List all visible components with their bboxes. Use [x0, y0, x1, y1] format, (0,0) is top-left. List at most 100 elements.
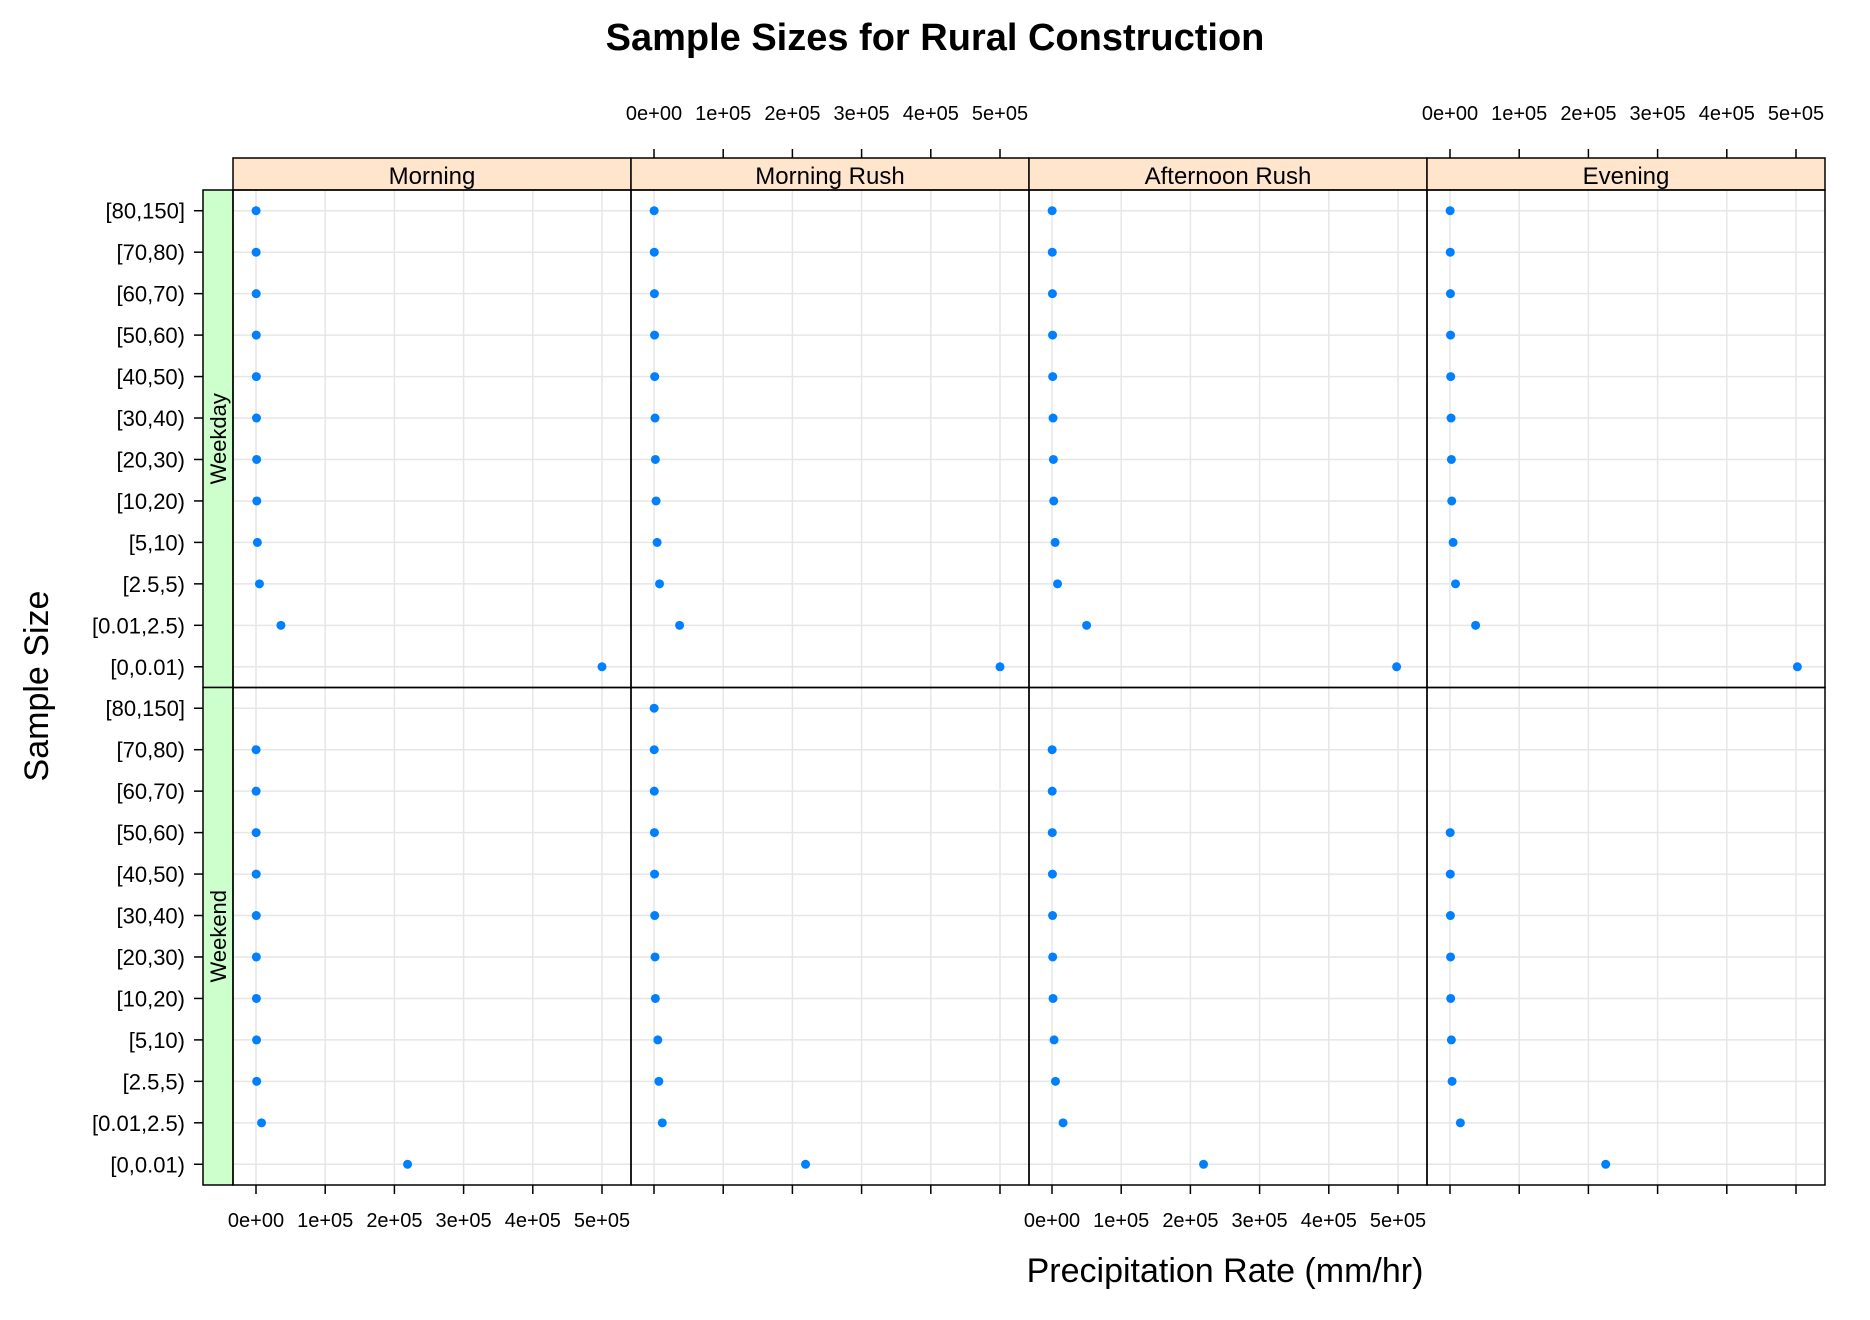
- strip-evening: [1426, 157, 1826, 191]
- x-tick-label: 1e+05: [1093, 1210, 1149, 1232]
- point-layer: [251, 206, 1802, 1169]
- data-point: [801, 1159, 811, 1169]
- data-point: [650, 869, 660, 879]
- panel-frame: [630, 189, 1030, 689]
- panel-frame: [1426, 686, 1826, 1186]
- data-point: [1392, 662, 1402, 672]
- data-point: [650, 330, 660, 340]
- x-tick-label: 4e+05: [1301, 1210, 1357, 1232]
- data-point: [252, 496, 262, 506]
- x-tick-label: 0e+00: [1024, 1210, 1080, 1232]
- data-point: [1047, 247, 1057, 257]
- data-point: [403, 1159, 413, 1169]
- x-tick-label-top: 0e+00: [626, 103, 682, 125]
- data-point: [1471, 620, 1481, 630]
- data-point: [251, 993, 261, 1003]
- x-tick-label: 1e+05: [297, 1210, 353, 1232]
- x-tick-label-top: 0e+00: [1422, 103, 1478, 125]
- data-point: [1050, 1076, 1060, 1086]
- data-point: [1445, 911, 1455, 921]
- panel-frame: [232, 189, 632, 689]
- data-point: [1446, 372, 1456, 382]
- y-tick-label: [10,20): [117, 489, 186, 514]
- y-tick-label: [2.5,5): [123, 572, 185, 597]
- data-point: [251, 330, 261, 340]
- data-point: [1058, 1118, 1068, 1128]
- panel-frame: [232, 686, 632, 1186]
- data-point: [1053, 579, 1063, 589]
- x-tick-label: 5e+05: [574, 1210, 630, 1232]
- data-point: [252, 537, 262, 547]
- x-tick-label-top: 4e+05: [1699, 103, 1755, 125]
- data-point: [1451, 579, 1461, 589]
- data-point: [1047, 745, 1057, 755]
- data-point: [1047, 206, 1057, 216]
- y-tick-label: [60,70): [117, 779, 186, 804]
- x-axis-label: Precipitation Rate (mm/hr): [1027, 1252, 1424, 1290]
- y-tick-label: [50,60): [117, 323, 186, 348]
- x-tick-label-top: 3e+05: [1630, 103, 1686, 125]
- y-tick-label: [0.01,2.5): [92, 1111, 185, 1136]
- x-tick-label: 4e+05: [505, 1210, 561, 1232]
- data-point: [251, 952, 261, 962]
- data-point: [1445, 869, 1455, 879]
- data-point: [1050, 537, 1060, 547]
- axis-layer: [0,0.01) [0.01,2.5) [2.5,5) [5,10) [10,20) [2…: [92, 103, 1824, 1232]
- x-tick-label-top: 5e+05: [972, 103, 1028, 125]
- strip-label-weekday: Weekday: [206, 393, 231, 484]
- x-tick-label-top: 2e+05: [764, 103, 820, 125]
- y-tick-label: [80,150]: [105, 696, 185, 721]
- y-tick-label: [50,60): [117, 821, 186, 846]
- y-tick-label: [0,0.01): [110, 655, 185, 680]
- x-tick-label-top: 4e+05: [903, 103, 959, 125]
- data-point: [251, 289, 261, 299]
- y-tick-label: [2.5,5): [123, 1069, 185, 1094]
- data-point: [1048, 454, 1058, 464]
- data-point: [1047, 289, 1057, 299]
- y-tick-label: [40,50): [117, 862, 186, 887]
- data-point: [1445, 289, 1455, 299]
- data-point: [649, 786, 659, 796]
- data-point: [675, 620, 685, 630]
- data-point: [649, 247, 659, 257]
- y-tick-label: [70,80): [117, 738, 186, 763]
- data-point: [1047, 828, 1057, 838]
- x-tick-label-top: 5e+05: [1768, 103, 1824, 125]
- panel-frame: [1028, 686, 1428, 1186]
- data-point: [252, 454, 262, 464]
- x-tick-label: 2e+05: [1162, 1210, 1218, 1232]
- x-tick-label: 2e+05: [366, 1210, 422, 1232]
- y-tick-label: [0.01,2.5): [92, 613, 185, 638]
- data-point: [1445, 206, 1455, 216]
- y-tick-label: [80,150]: [105, 199, 185, 224]
- data-point: [252, 1035, 262, 1045]
- y-tick-label: [40,50): [117, 365, 186, 390]
- data-point: [1446, 993, 1456, 1003]
- data-point: [1601, 1159, 1611, 1169]
- data-point: [251, 206, 261, 216]
- data-point: [1445, 828, 1455, 838]
- data-point: [1048, 372, 1058, 382]
- strip-label-morning-rush: Morning Rush: [755, 163, 904, 190]
- strip-label-evening: Evening: [1583, 163, 1670, 190]
- strip-layer: Morning Morning Rush Afternoon Rush Evening…: [202, 157, 1826, 1186]
- data-point: [650, 413, 660, 423]
- data-point: [1047, 786, 1057, 796]
- data-point: [1446, 1035, 1456, 1045]
- data-point: [251, 413, 261, 423]
- data-point: [653, 1035, 663, 1045]
- data-point: [650, 952, 660, 962]
- strip-weekday: [202, 189, 234, 689]
- x-tick-label: 3e+05: [1232, 1210, 1288, 1232]
- data-point: [650, 372, 660, 382]
- data-point: [251, 745, 261, 755]
- data-point: [1446, 454, 1456, 464]
- x-tick-label: 0e+00: [228, 1210, 284, 1232]
- data-point: [1049, 1035, 1059, 1045]
- chart-title: Sample Sizes for Rural Construction: [606, 17, 1265, 59]
- frame-layer: [232, 189, 1826, 1186]
- data-point: [1048, 993, 1058, 1003]
- data-point: [251, 786, 261, 796]
- panel-frame: [630, 686, 1030, 1186]
- y-tick-label: [20,30): [117, 447, 186, 472]
